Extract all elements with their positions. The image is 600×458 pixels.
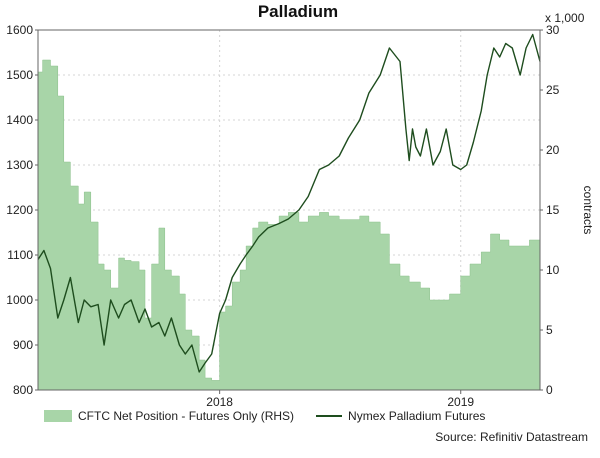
left-tick-label: 800 <box>13 383 33 397</box>
x-tick-label: 2019 <box>447 395 474 409</box>
legend-swatch-line <box>316 415 343 417</box>
legend-item-nymex: Nymex Palladium Futures <box>316 409 485 423</box>
source-note: Source: Refinitiv Datastream <box>435 430 588 444</box>
left-tick-label: 1600 <box>6 23 33 37</box>
right-tick-label: 5 <box>546 323 553 337</box>
right-axis: 30 25 20 15 10 5 0 <box>540 23 560 397</box>
area-layer <box>37 59 541 391</box>
right-axis-unit-label: x 1,000 <box>545 11 585 25</box>
legend-label-cftc: CFTC Net Position - Futures Only (RHS) <box>78 409 295 423</box>
nymex-line <box>37 33 541 373</box>
legend-item-cftc: CFTC Net Position - Futures Only (RHS) <box>44 409 294 423</box>
right-tick-label: 15 <box>546 203 560 217</box>
left-tick-label: 1300 <box>6 158 33 172</box>
right-tick-label: 10 <box>546 263 560 277</box>
x-axis: 2018 2019 <box>206 390 474 409</box>
chart-title: Palladium <box>258 2 338 21</box>
left-tick-label: 900 <box>13 338 33 352</box>
line-layer <box>37 33 541 373</box>
right-tick-label: 20 <box>546 143 560 157</box>
cftc-area <box>37 59 541 391</box>
legend-label-nymex: Nymex Palladium Futures <box>348 409 486 423</box>
right-tick-label: 25 <box>546 83 560 97</box>
left-tick-label: 1400 <box>6 113 33 127</box>
right-tick-label: 30 <box>546 23 560 37</box>
legend: CFTC Net Position - Futures Only (RHS) N… <box>44 409 507 423</box>
x-tick-label: 2018 <box>206 395 233 409</box>
right-axis-label: contracts <box>581 186 595 235</box>
right-tick-label: 0 <box>546 383 553 397</box>
left-axis: 1600 1500 1400 1300 1200 1100 1000 900 800 <box>6 23 38 397</box>
left-tick-label: 1000 <box>6 293 33 307</box>
legend-swatch-area <box>44 410 72 422</box>
left-tick-label: 1500 <box>6 68 33 82</box>
left-tick-label: 1200 <box>6 203 33 217</box>
left-tick-label: 1100 <box>7 248 33 262</box>
